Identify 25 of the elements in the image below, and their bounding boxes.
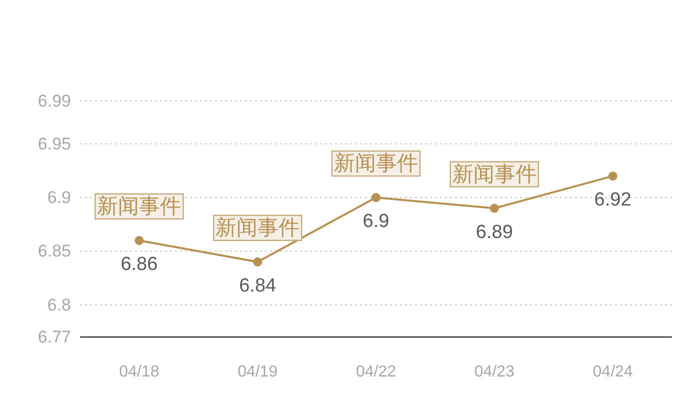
- x-tick-label: 04/22: [356, 364, 396, 380]
- y-tick-label: 6.85: [38, 242, 71, 261]
- annotation: 新闻事件: [94, 193, 184, 220]
- y-tick-label: 6.77: [38, 328, 71, 346]
- x-tick-label: 04/23: [474, 364, 515, 380]
- point: [608, 172, 618, 181]
- data-label: 6.84: [239, 275, 277, 296]
- point: [134, 236, 144, 245]
- x-tick-label: 04/19: [238, 364, 278, 380]
- point: [490, 204, 499, 213]
- x-tick-label: 04/24: [592, 364, 633, 380]
- annotation: 新闻事件: [450, 161, 539, 188]
- y-tick-label: 6.9: [47, 188, 71, 208]
- data-label: 6.89: [476, 222, 513, 243]
- annotation: 新闻事件: [331, 150, 421, 177]
- y-tick-label: 6.95: [38, 134, 71, 154]
- x-tick-label: 04/18: [119, 364, 160, 380]
- data-label: 6.92: [594, 190, 632, 211]
- point: [253, 257, 262, 266]
- y-tick-label: 6.99: [38, 92, 71, 110]
- data-label: 6.9: [362, 211, 390, 232]
- data-label: 6.86: [120, 254, 158, 275]
- point: [372, 193, 380, 202]
- y-tick-label: 6.8: [47, 295, 71, 314]
- annotation: 新闻事件: [213, 214, 302, 241]
